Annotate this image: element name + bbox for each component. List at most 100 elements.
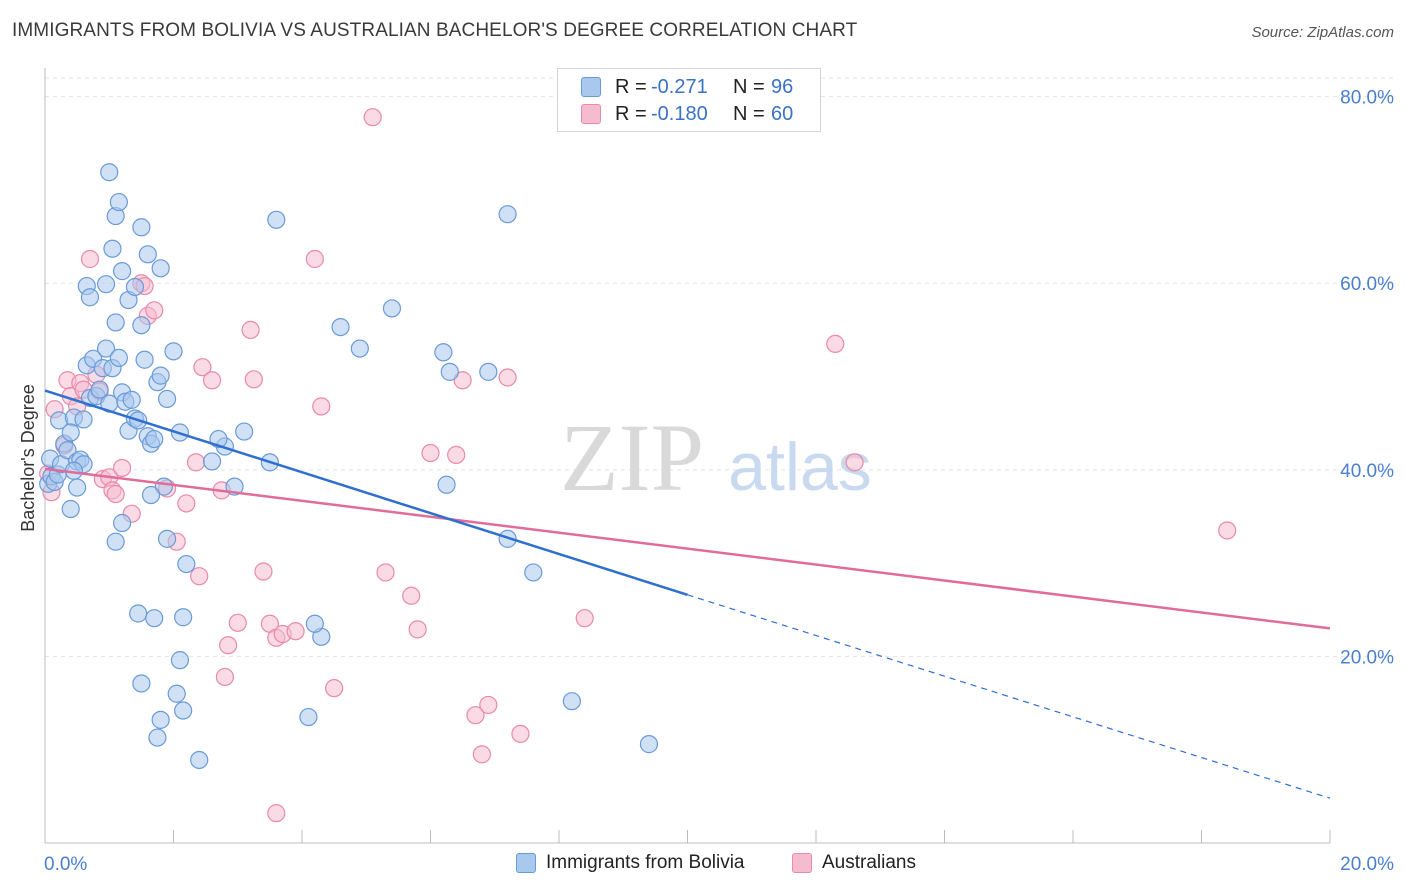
point-australians: [193, 358, 212, 377]
point-australians: [219, 636, 238, 655]
point-bolivia: [122, 390, 141, 409]
point-bolivia: [132, 674, 151, 693]
series-legend: Immigrants from Bolivia Australians: [0, 852, 1406, 878]
point-bolivia: [524, 563, 543, 582]
point-australians: [215, 667, 234, 687]
point-bolivia: [61, 499, 80, 519]
point-bolivia: [202, 452, 222, 471]
point-australians: [511, 724, 530, 743]
point-bolivia: [96, 339, 116, 358]
point-australians: [421, 443, 440, 463]
legend-label-bolivia: Immigrants from Bolivia: [546, 852, 745, 873]
watermark: ZIP atlas: [560, 404, 872, 511]
y-tick-label: 40.0%: [1340, 461, 1394, 482]
point-bolivia: [106, 532, 125, 551]
r-value: -0.180: [651, 102, 708, 125]
x-tick-label: 0.0%: [44, 854, 87, 875]
r-label: R =: [615, 75, 647, 98]
point-australians: [190, 567, 209, 586]
point-bolivia: [74, 410, 93, 429]
point-australians: [286, 622, 305, 641]
trend-line-australians: [44, 467, 1331, 630]
point-bolivia: [639, 735, 659, 754]
point-australians: [408, 620, 427, 639]
point-bolivia: [157, 529, 177, 548]
series-australians: [39, 108, 1237, 823]
watermark-zip: ZIP: [560, 404, 704, 511]
point-australians: [363, 108, 382, 127]
n-label: N =: [733, 102, 765, 125]
point-bolivia: [350, 339, 369, 358]
point-australians: [325, 679, 344, 698]
n-value: 96: [771, 75, 794, 98]
point-bolivia: [148, 728, 167, 747]
tick-labels: 20.0% 40.0% 60.0% 80.0% 0.0% 20.0%: [44, 88, 1394, 875]
point-australians: [244, 370, 263, 389]
point-bolivia: [61, 423, 80, 442]
point-bolivia: [106, 313, 125, 332]
point-bolivia: [167, 684, 186, 703]
legend-swatch-pink: [792, 853, 812, 873]
point-australians: [402, 586, 421, 605]
correlation-legend: R = -0.271 N = 96 R = -0.180 N = 60: [557, 68, 821, 132]
point-australians: [845, 453, 864, 472]
point-australians: [472, 745, 491, 764]
point-bolivia: [479, 362, 498, 381]
point-bolivia: [80, 288, 100, 307]
r-value: -0.271: [651, 75, 708, 98]
point-australians: [177, 494, 196, 513]
legend-item-bolivia: Immigrants from Bolivia: [516, 852, 745, 874]
trend-line-bolivia-extrapolated: [687, 594, 1331, 799]
point-bolivia: [109, 348, 128, 367]
point-australians: [186, 453, 206, 472]
point-bolivia: [174, 608, 193, 627]
point-australians: [498, 368, 517, 387]
legend-swatch-blue: [581, 77, 601, 97]
point-bolivia: [132, 316, 151, 335]
point-bolivia: [157, 389, 177, 409]
point-bolivia: [90, 380, 109, 399]
point-bolivia: [267, 210, 286, 229]
point-australians: [466, 706, 485, 725]
point-australians: [254, 562, 273, 581]
point-australians: [80, 249, 100, 269]
point-bolivia: [562, 692, 581, 711]
point-bolivia: [100, 163, 119, 182]
legend-row-australians: R = -0.180 N = 60: [558, 101, 793, 127]
point-australians: [106, 484, 125, 504]
n-value: 60: [771, 102, 794, 125]
point-australians: [447, 445, 466, 465]
point-bolivia: [132, 218, 151, 237]
point-australians: [241, 320, 260, 339]
source-credit: Source: ZipAtlas.com: [1251, 24, 1394, 41]
point-bolivia: [112, 513, 132, 533]
point-bolivia: [498, 205, 517, 224]
legend-swatch-pink: [581, 104, 601, 124]
series-immigrants-from-bolivia: [39, 163, 659, 770]
point-australians: [228, 613, 247, 632]
point-australians: [826, 334, 845, 353]
point-bolivia: [382, 299, 402, 318]
point-bolivia: [145, 429, 164, 449]
point-bolivia: [170, 651, 190, 670]
point-bolivia: [331, 317, 350, 337]
point-bolivia: [177, 554, 196, 574]
point-australians: [267, 804, 286, 823]
y-tick-label: 80.0%: [1340, 88, 1394, 109]
point-bolivia: [437, 475, 456, 494]
point-bolivia: [96, 275, 116, 294]
y-tick-label: 20.0%: [1340, 647, 1394, 668]
point-bolivia: [174, 701, 193, 720]
point-bolivia: [190, 750, 209, 770]
point-bolivia: [299, 707, 318, 727]
point-bolivia: [164, 342, 183, 361]
trend-line-bolivia: [44, 389, 688, 597]
point-australians: [145, 301, 164, 320]
point-australians: [575, 609, 594, 628]
legend-swatch-blue: [516, 853, 536, 873]
point-bolivia: [141, 485, 161, 505]
point-bolivia: [112, 262, 132, 281]
point-bolivia: [145, 609, 164, 628]
point-australians: [312, 397, 331, 416]
